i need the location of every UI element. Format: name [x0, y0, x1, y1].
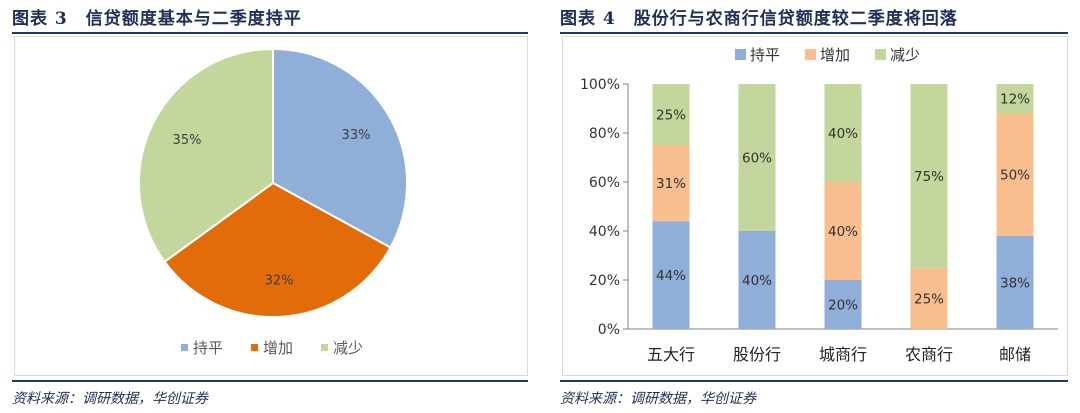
legend-swatch — [321, 344, 328, 351]
bar-segment — [652, 84, 690, 146]
bar-segment — [652, 145, 690, 222]
bar-data-label: 31% — [656, 176, 686, 192]
x-tick-label: 五大行 — [647, 345, 695, 364]
bar-data-label: 75% — [914, 169, 944, 185]
legend-swatch — [875, 49, 886, 60]
source-rule — [12, 380, 528, 382]
legend-label: 增加 — [263, 339, 293, 357]
bar-data-label: 38% — [1000, 275, 1030, 291]
legend-swatch — [735, 49, 746, 60]
pie-chart: 33% 32% 35% 持平 增加 减少 — [138, 47, 409, 357]
pie-slice — [272, 47, 409, 249]
right-figure: 图表 4 股份行与农商行信贷额度较二季度将回落 0% 20% 40% 60% 80% 10… — [560, 0, 1068, 413]
y-tick-label: 60% — [589, 175, 620, 191]
bar-chart-frame: 0%20%40%60%80%100%44%31%25%五大行40%0%60%股份… — [562, 36, 1068, 376]
pie-data-label: 33% — [342, 128, 371, 143]
x-tick-label: 邮储 — [999, 345, 1031, 364]
legend-label: 增加 — [820, 46, 850, 64]
bar-segment — [996, 113, 1034, 236]
bar-data-label: 40% — [742, 273, 772, 289]
bar-segment — [996, 84, 1034, 114]
bar-segment — [996, 235, 1034, 329]
x-tick-label: 股份行 — [733, 345, 781, 364]
figure-3-title: 图表 3 信贷额度基本与二季度持平 — [12, 9, 302, 29]
pie-data-label: 35% — [173, 133, 202, 148]
bar-segment — [738, 84, 776, 231]
bar-data-label: 20% — [828, 298, 858, 314]
bar-data-label: 50% — [1000, 168, 1030, 184]
bar-segment — [652, 221, 690, 329]
bar-segment — [824, 182, 862, 280]
pie-data-label: 32% — [265, 273, 294, 288]
figure-4-title: 图表 4 股份行与农商行信贷额度较二季度将回落 — [560, 9, 958, 29]
left-figure: 图表 3 信贷额度基本与二季度持平 33% 32% 35% 持平 增加 减少 资料来源：调… — [12, 0, 528, 413]
bar-data-label: 60% — [742, 151, 772, 167]
pie-slice — [163, 181, 392, 318]
stacked-bar-chart: 0%20%40%60%80%100%44%31%25%五大行40%0%60%股份… — [580, 46, 1058, 364]
bar-segment — [910, 84, 948, 268]
legend-label: 减少 — [890, 46, 920, 64]
y-tick-label: 40% — [589, 224, 620, 240]
bar-data-label: 40% — [828, 224, 858, 240]
bar-data-label: 25% — [914, 291, 944, 307]
x-tick-label: 城商行 — [819, 345, 867, 364]
title-rule — [560, 32, 1068, 34]
y-tick-label: 20% — [589, 273, 620, 289]
legend-label: 持平 — [750, 46, 780, 64]
bar-data-label: 12% — [1000, 92, 1030, 108]
legend-swatch — [805, 49, 816, 60]
bar-segment — [824, 84, 862, 182]
y-tick-label: 100% — [580, 77, 620, 93]
legend-swatch — [181, 344, 188, 351]
bar-segment — [824, 280, 862, 329]
bar-data-label: 40% — [828, 126, 858, 142]
source-rule — [560, 380, 1068, 382]
pie-slice — [138, 47, 274, 264]
legend-label: 持平 — [193, 339, 223, 357]
bar-segment — [910, 267, 948, 330]
x-tick-label: 农商行 — [905, 345, 953, 364]
pie-chart-frame: 33% 32% 35% 持平 增加 减少 — [14, 36, 528, 376]
y-tick-label: 0% — [598, 322, 620, 338]
figure-3-source: 资料来源：调研数据，华创证券 — [12, 391, 208, 407]
legend-label: 减少 — [333, 339, 363, 357]
y-tick-label: 80% — [589, 126, 620, 142]
figure-4-source: 资料来源：调研数据，华创证券 — [560, 391, 756, 407]
bar-data-label: 44% — [656, 268, 686, 284]
legend-swatch — [251, 344, 258, 351]
title-rule — [12, 32, 528, 34]
bar-data-label: 25% — [656, 108, 686, 124]
bar-segment — [738, 231, 776, 329]
